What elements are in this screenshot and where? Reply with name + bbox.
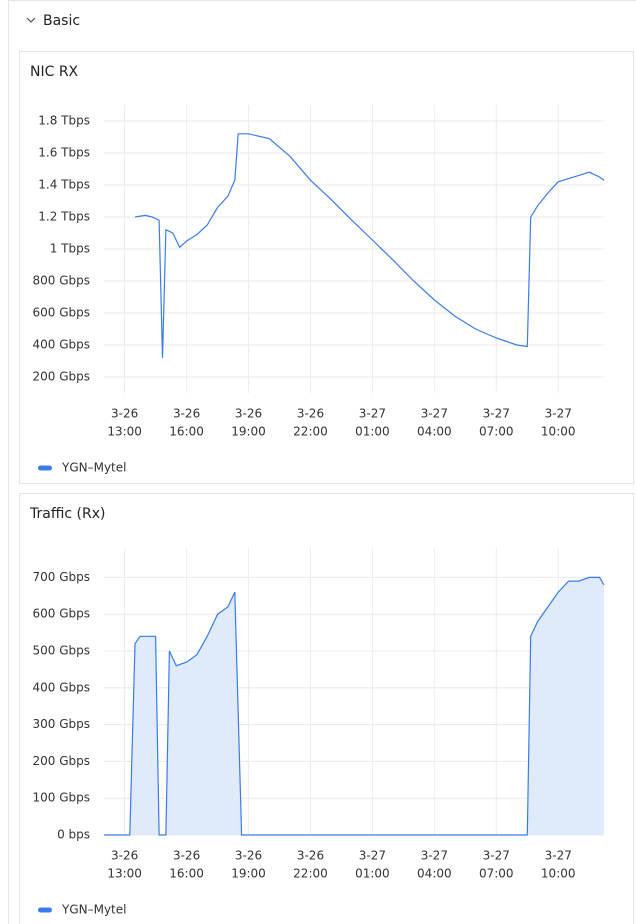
x-tick-label: 01:00 bbox=[355, 867, 390, 881]
x-tick-label: 3-27 bbox=[359, 849, 386, 863]
x-tick-label: 3-26 bbox=[173, 849, 200, 863]
x-tick-label: 3-26 bbox=[111, 849, 138, 863]
collapse-chevron[interactable] bbox=[26, 17, 36, 23]
x-tick-label: 3-27 bbox=[483, 849, 510, 863]
x-tick-label: 22:00 bbox=[293, 425, 328, 439]
legend-swatch bbox=[38, 465, 52, 471]
y-tick-label: 500 Gbps bbox=[32, 644, 90, 658]
x-tick-label: 3-27 bbox=[483, 407, 510, 421]
x-tick-label: 07:00 bbox=[479, 425, 514, 439]
y-tick-label: 300 Gbps bbox=[32, 717, 90, 731]
legend-label: YGN–Mytel bbox=[61, 461, 126, 475]
y-tick-label: 400 Gbps bbox=[32, 680, 90, 694]
x-tick-label: 19:00 bbox=[231, 425, 266, 439]
y-tick-label: 600 Gbps bbox=[32, 306, 90, 320]
y-tick-label: 1.6 Tbps bbox=[38, 146, 90, 160]
x-tick-label: 04:00 bbox=[417, 867, 452, 881]
y-tick-label: 200 Gbps bbox=[32, 370, 90, 384]
panel-title[interactable]: Basic bbox=[43, 13, 80, 29]
x-tick-label: 22:00 bbox=[293, 867, 328, 881]
x-tick-label: 3-26 bbox=[235, 407, 262, 421]
area bbox=[104, 577, 604, 835]
chart-title: Traffic (Rx) bbox=[29, 506, 105, 522]
card bbox=[19, 51, 634, 484]
x-tick-label: 3-26 bbox=[297, 849, 324, 863]
line bbox=[104, 576, 605, 836]
x-tick-label: 3-27 bbox=[421, 849, 448, 863]
legend-label: YGN–Mytel bbox=[61, 903, 126, 917]
x-tick-label: 16:00 bbox=[169, 867, 204, 881]
x-tick-label: 3-27 bbox=[545, 407, 572, 421]
x-tick-label: 3-27 bbox=[421, 407, 448, 421]
y-tick-label: 400 Gbps bbox=[32, 338, 90, 352]
x-tick-label: 07:00 bbox=[479, 867, 514, 881]
x-tick-label: 16:00 bbox=[169, 425, 204, 439]
x-tick-label: 3-26 bbox=[297, 407, 324, 421]
x-tick-label: 13:00 bbox=[107, 867, 142, 881]
x-tick-label: 3-27 bbox=[545, 849, 572, 863]
line bbox=[134, 133, 605, 358]
x-tick-label: 13:00 bbox=[107, 425, 142, 439]
x-tick-label: 10:00 bbox=[541, 425, 576, 439]
x-tick-label: 3-27 bbox=[359, 407, 386, 421]
x-tick-label: 3-26 bbox=[235, 849, 262, 863]
y-tick-label: 100 Gbps bbox=[32, 791, 90, 805]
legend-swatch bbox=[38, 907, 52, 913]
x-tick-label: 19:00 bbox=[231, 867, 266, 881]
x-tick-label: 3-26 bbox=[173, 407, 200, 421]
x-tick-label: 01:00 bbox=[355, 425, 390, 439]
chart-title: NIC RX bbox=[30, 64, 79, 80]
y-tick-label: 0 bps bbox=[57, 828, 90, 842]
y-tick-label: 1.2 Tbps bbox=[38, 210, 90, 224]
x-tick-label: 3-26 bbox=[111, 407, 138, 421]
x-tick-label: 10:00 bbox=[541, 867, 576, 881]
y-tick-label: 200 Gbps bbox=[32, 754, 90, 768]
y-tick-label: 1 Tbps bbox=[50, 242, 90, 256]
y-tick-label: 1.8 Tbps bbox=[38, 114, 90, 128]
y-tick-label: 1.4 Tbps bbox=[38, 178, 90, 192]
x-tick-label: 04:00 bbox=[417, 425, 452, 439]
y-tick-label: 700 Gbps bbox=[32, 570, 90, 584]
y-tick-label: 600 Gbps bbox=[32, 607, 90, 621]
y-tick-label: 800 Gbps bbox=[32, 274, 90, 288]
